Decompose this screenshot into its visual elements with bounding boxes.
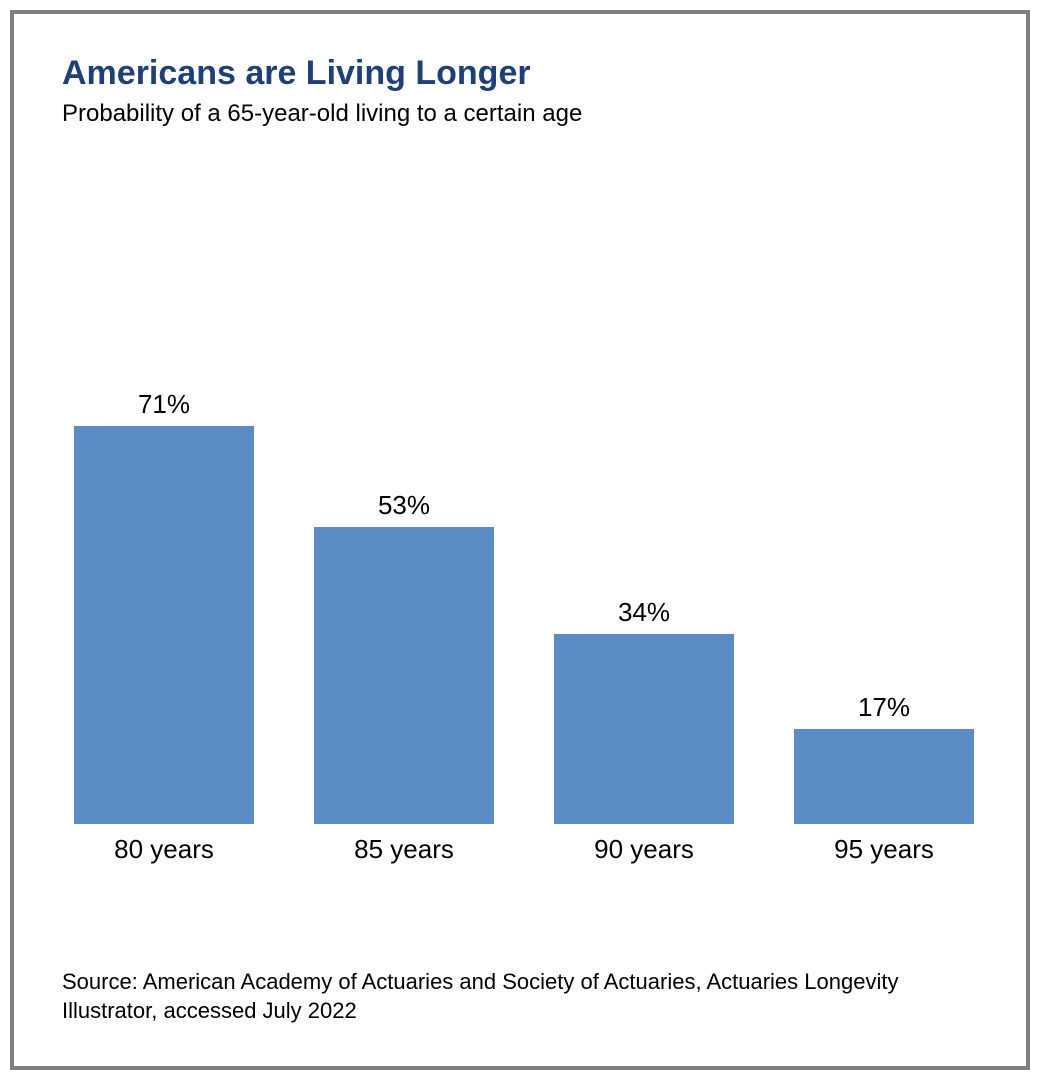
bar-value-label: 17%	[794, 692, 974, 723]
bar-0: 71%80 years	[74, 426, 254, 824]
bar-rect	[314, 527, 494, 824]
chart-frame: Americans are Living Longer Probability …	[10, 10, 1030, 1070]
bar-1: 53%85 years	[314, 527, 494, 824]
bar-3: 17%95 years	[794, 729, 974, 824]
bar-2: 34%90 years	[554, 634, 734, 824]
bar-rect	[74, 426, 254, 824]
bar-rect	[794, 729, 974, 824]
bar-value-label: 71%	[74, 389, 254, 420]
plot-area: 71%80 years 53%85 years 34%90 years 17%95 y…	[74, 144, 974, 824]
chart-subtitle: Probability of a 65-year-old living to a…	[62, 100, 582, 128]
bar-value-label: 34%	[554, 597, 734, 628]
bar-category-label: 85 years	[314, 834, 494, 865]
bar-category-label: 80 years	[74, 834, 254, 865]
bar-category-label: 90 years	[554, 834, 734, 865]
source-text: Source: American Academy of Actuaries an…	[62, 967, 982, 1026]
bar-category-label: 95 years	[794, 834, 974, 865]
bar-rect	[554, 634, 734, 824]
chart-title: Americans are Living Longer	[62, 54, 531, 93]
bar-value-label: 53%	[314, 490, 494, 521]
